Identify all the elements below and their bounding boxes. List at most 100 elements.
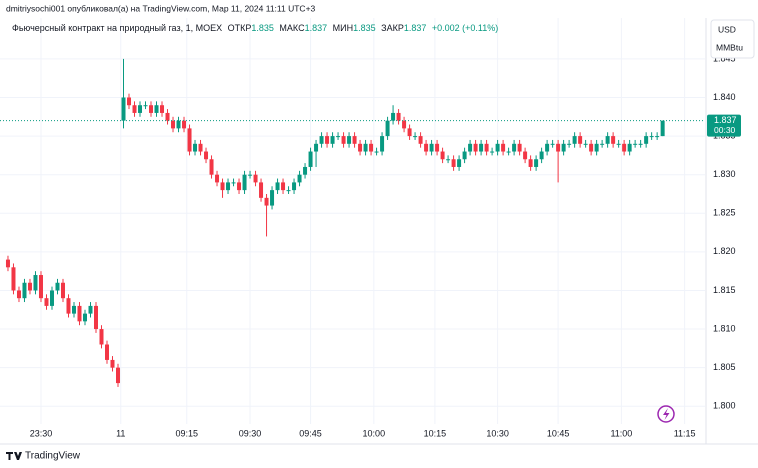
candle-body <box>49 290 54 306</box>
candle-body <box>407 128 412 137</box>
legend: Фьючерсный контракт на природный газ, 1,… <box>12 23 498 33</box>
candle-body <box>253 174 258 183</box>
candle-body <box>380 136 385 152</box>
legend-change: +0.002 (+0.11%) <box>432 23 498 33</box>
candle-body <box>616 143 621 145</box>
candle-body <box>517 143 522 152</box>
legend-close-label: ЗАКР <box>381 23 404 33</box>
candle-body <box>638 143 643 145</box>
y-tick-label: 1.815 <box>713 285 736 295</box>
price-tag-value: 1.837 <box>714 115 737 125</box>
legend-open: 1.835 <box>251 23 274 33</box>
candle-body <box>561 143 566 152</box>
candle-body <box>182 120 187 129</box>
x-tick-label: 10:45 <box>547 428 570 438</box>
candle-body <box>60 282 65 299</box>
candle-body <box>77 305 82 322</box>
x-tick-label: 09:15 <box>176 428 199 438</box>
candle-body <box>303 166 308 175</box>
candle-body <box>424 143 429 152</box>
candle-body <box>446 159 451 161</box>
candle-body <box>567 143 572 145</box>
candle-body <box>275 182 280 191</box>
candle-body <box>451 159 456 167</box>
candle-body <box>231 182 236 184</box>
legend-high-label: МАКС <box>279 23 305 33</box>
footer: TradingView <box>25 451 81 462</box>
candle-body <box>402 120 407 129</box>
candle-body <box>396 112 401 121</box>
candle-body <box>55 282 60 291</box>
candle-body <box>325 136 330 144</box>
candle-body <box>149 105 154 113</box>
candle-body <box>336 136 341 138</box>
candle-body <box>292 182 297 191</box>
candle-body <box>655 136 660 138</box>
candle-body <box>490 151 495 153</box>
unit[interactable]: MMBtu <box>716 42 743 52</box>
candle-body <box>611 136 616 144</box>
grid <box>0 18 705 424</box>
candle-body <box>468 143 473 152</box>
candle-body <box>572 136 577 144</box>
candle-body <box>220 182 225 191</box>
candle-body <box>539 151 544 160</box>
candle-body <box>545 143 550 152</box>
candle-body <box>193 143 198 152</box>
legend-high: 1.837 <box>305 23 328 33</box>
x-tick-label: 10:15 <box>424 428 447 438</box>
x-tick-label: 11:00 <box>610 428 632 438</box>
candle-body <box>347 136 352 144</box>
candle-body <box>138 105 143 113</box>
candle-body <box>644 136 649 144</box>
candle-body <box>358 143 363 152</box>
candle-body <box>363 143 368 152</box>
candle-body <box>589 143 594 152</box>
candle-body <box>226 182 231 191</box>
candle-body <box>242 174 247 191</box>
candle-body <box>209 159 214 175</box>
candle-body <box>259 182 264 198</box>
candle-body <box>429 143 434 152</box>
candle-body <box>512 143 517 152</box>
y-tick-label: 1.805 <box>713 362 736 372</box>
x-tick-label: 23:30 <box>30 428 53 438</box>
candle-body <box>198 143 203 152</box>
candle-body <box>22 282 27 299</box>
lightning-icon[interactable] <box>657 405 675 423</box>
currency[interactable]: USD <box>718 24 736 34</box>
y-tick-label: 1.810 <box>713 323 736 333</box>
candle-body <box>418 136 423 144</box>
candle-body <box>495 143 500 152</box>
candle-body <box>479 143 484 152</box>
candle-body <box>215 174 220 183</box>
candle-body <box>583 143 588 145</box>
candle-body <box>385 120 390 137</box>
candle-body <box>473 143 478 152</box>
candle-body <box>110 359 115 368</box>
x-tick-label: 11 <box>116 428 125 438</box>
candle-body <box>264 197 269 206</box>
legend-symbol: Фьючерсный контракт на природный газ, 1,… <box>12 23 222 33</box>
legend-low: 1.835 <box>353 23 376 33</box>
candle-body <box>33 275 38 291</box>
candle-body <box>5 259 10 268</box>
candle-body <box>281 182 286 191</box>
candle-body <box>71 305 76 314</box>
x-tick-label: 09:30 <box>239 428 262 438</box>
candle-body <box>93 305 98 330</box>
y-tick-label: 1.825 <box>713 208 736 218</box>
candle-body <box>594 143 599 152</box>
candle-body <box>622 143 627 152</box>
candle-body <box>286 190 291 192</box>
candle-body <box>99 329 104 345</box>
candle-body <box>127 97 132 106</box>
candle-body <box>154 105 159 113</box>
unit-box[interactable] <box>710 19 755 59</box>
candle-body <box>44 298 49 306</box>
legend-open-label: ОТКР <box>228 23 252 33</box>
candle-body <box>237 182 242 191</box>
candle-body <box>116 367 121 384</box>
candle-body <box>297 174 302 183</box>
